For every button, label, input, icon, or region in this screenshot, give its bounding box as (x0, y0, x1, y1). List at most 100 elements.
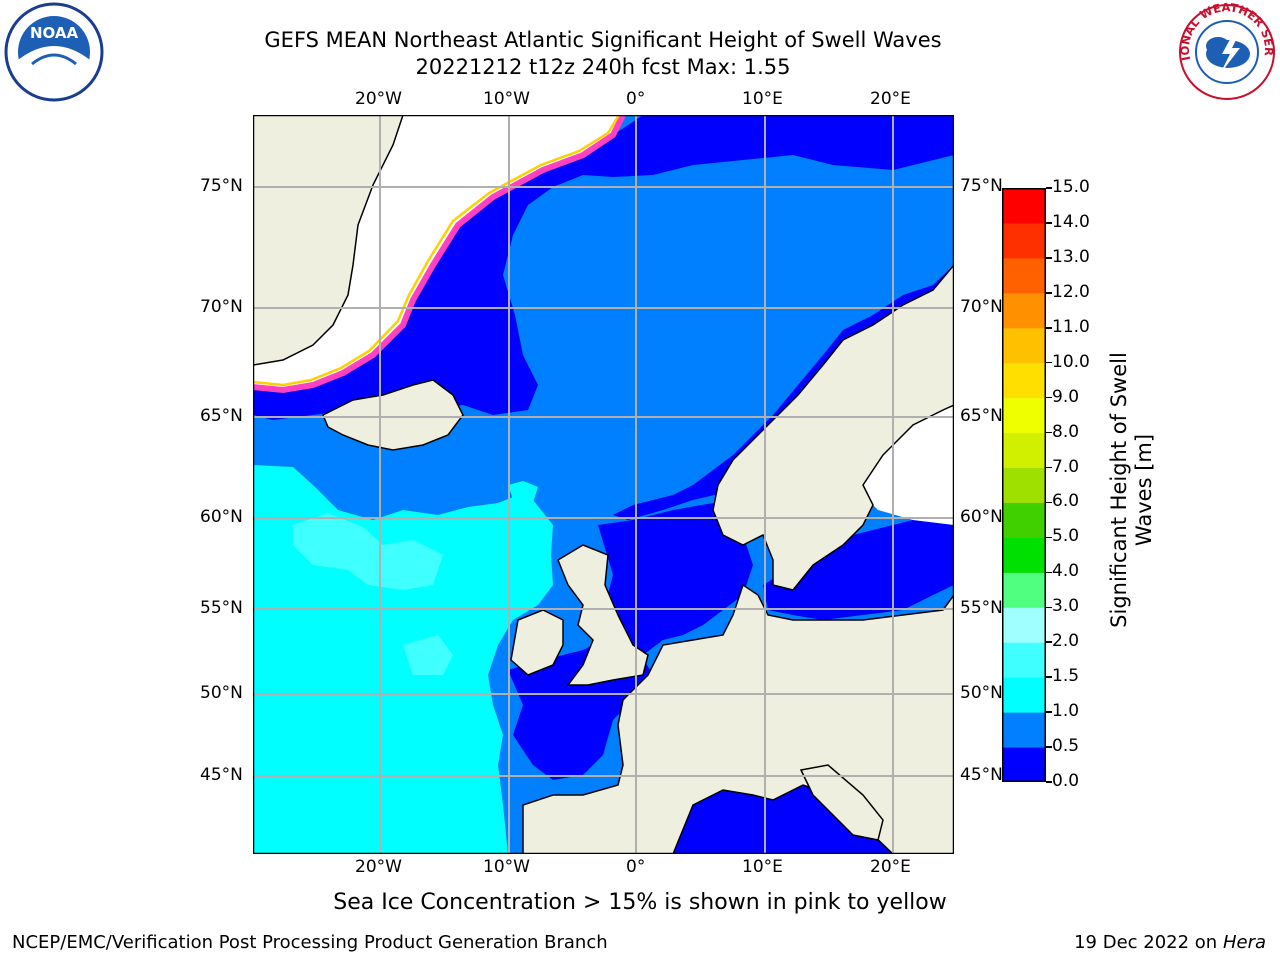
lat-label-right-60n: 60°N (960, 507, 1003, 527)
colorbar-tick-label: 6.0 (1052, 491, 1080, 512)
colorbar-segment (1002, 607, 1046, 643)
colorbar-tick-mark (1046, 641, 1052, 643)
lat-label-left-50n: 50°N (200, 683, 243, 703)
lon-label-top-10e: 10°E (742, 89, 783, 109)
colorbar-tick-label: 4.0 (1052, 561, 1080, 582)
colorbar-segment (1002, 747, 1046, 782)
colorbar-tick-mark (1046, 222, 1052, 224)
colorbar-tick-label: 12.0 (1052, 281, 1090, 302)
colorbar-segment (1002, 677, 1046, 713)
noaa-logo: NOAA (4, 2, 104, 102)
colorbar-tick-label: 3.0 (1052, 596, 1080, 617)
lon-label-bottom-10e: 10°E (742, 857, 783, 877)
swell-band-lightcyan-2 (403, 635, 453, 675)
colorbar-tick-label: 10.0 (1052, 351, 1090, 372)
swell-band-blue-north (253, 115, 954, 420)
nws-logo: NATIONAL WEATHER SERVICE (1176, 2, 1276, 100)
colorbar-tick-mark (1046, 536, 1052, 539)
lat-label-left-75n: 75°N (200, 176, 243, 196)
sea-ice-edge-yellow (253, 115, 621, 387)
colorbar-tick-label: 7.0 (1052, 456, 1080, 477)
sea-ice-caption: Sea Ice Concentration > 15% is shown in … (333, 890, 947, 915)
colorbar-tick-mark (1046, 327, 1052, 329)
sea-ice-edge (253, 115, 626, 394)
colorbar-tick-mark (1046, 501, 1052, 504)
colorbar-tick-label: 15.0 (1052, 177, 1090, 197)
colorbar-tick-label: 0.0 (1052, 771, 1080, 791)
swell-band-blue-baltic (763, 520, 954, 620)
colorbar-tick-mark (1046, 361, 1052, 364)
colorbar-tick-label: 13.0 (1052, 246, 1090, 267)
lon-label-top-20w: 20°W (355, 89, 402, 109)
colorbar-tick-mark (1046, 571, 1052, 574)
lat-label-right-45n: 45°N (960, 765, 1003, 785)
lat-label-right-75n: 75°N (960, 176, 1003, 196)
land-iceland (322, 379, 464, 451)
lat-label-left-60n: 60°N (200, 507, 243, 527)
colorbar-tick-mark (1046, 431, 1052, 434)
colorbar-segment (1002, 257, 1046, 294)
colorbar-tick-mark (1046, 466, 1052, 469)
lat-label-left-45n: 45°N (200, 765, 243, 785)
lon-label-bottom-0: 0° (626, 857, 646, 877)
chart-subtitle: 20221212 t12z 240h fcst Max: 1.55 (415, 55, 791, 79)
swell-band-cyan-patch (508, 481, 538, 505)
land-great-britain (557, 544, 649, 686)
colorbar-tick-label: 8.0 (1052, 421, 1080, 442)
colorbar-tick-mark (1046, 187, 1052, 189)
colorbar-tick-label: 2.0 (1052, 631, 1080, 652)
colorbar-label-text: Significant Height of Swell Waves [m] (1107, 352, 1156, 628)
colorbar-tick-label: 0.5 (1052, 736, 1080, 757)
colorbar-segment (1002, 397, 1046, 434)
lon-label-top-20e: 20°E (870, 89, 911, 109)
land-greenland (253, 115, 404, 366)
lat-label-right-55n: 55°N (960, 598, 1003, 618)
lat-label-right-65n: 65°N (960, 406, 1003, 426)
noaa-logo-text: NOAA (30, 24, 79, 42)
lat-label-right-70n: 70°N (960, 297, 1003, 317)
colorbar-tick-mark (1046, 292, 1052, 294)
colorbar-segment (1002, 327, 1046, 364)
colorbar-segment (1002, 537, 1046, 573)
colorbar-tick-mark (1046, 781, 1052, 783)
footer-date: 19 Dec 2022 on Hera (1074, 932, 1266, 953)
lon-label-bottom-20w: 20°W (355, 857, 402, 877)
swell-height-map (253, 115, 954, 854)
colorbar-tick-label: 14.0 (1052, 211, 1090, 232)
lat-label-left-65n: 65°N (200, 406, 243, 426)
colorbar-segment (1002, 292, 1046, 329)
lat-label-left-70n: 70°N (200, 297, 243, 317)
land-ireland (510, 609, 564, 676)
colorbar-segment (1002, 642, 1046, 678)
footer-branch: NCEP/EMC/Verification Post Processing Pr… (12, 932, 608, 953)
colorbar-segment (1002, 432, 1046, 469)
lon-label-top-10w: 10°W (483, 89, 530, 109)
colorbar-segment (1002, 712, 1046, 748)
colorbar-tick-mark (1046, 711, 1052, 713)
colorbar-segment (1002, 467, 1046, 503)
swell-band-lightcyan (293, 513, 443, 590)
colorbar-segment (1002, 222, 1046, 259)
lat-label-right-50n: 50°N (960, 683, 1003, 703)
colorbar-tick-mark (1046, 396, 1052, 399)
colorbar-segment (1002, 362, 1046, 399)
colorbar-tick-label: 5.0 (1052, 526, 1080, 547)
graticule (253, 115, 954, 854)
lon-label-bottom-20e: 20°E (870, 857, 911, 877)
lon-label-top-0: 0° (626, 89, 646, 109)
footer-host: Hera (1222, 932, 1266, 953)
colorbar-tick-label: 1.0 (1052, 701, 1080, 722)
lat-label-left-55n: 55°N (200, 598, 243, 618)
colorbar-tick-mark (1046, 746, 1052, 748)
chart-title: GEFS MEAN Northeast Atlantic Significant… (264, 28, 942, 52)
footer-date-text: 19 Dec 2022 on (1074, 932, 1218, 953)
colorbar-segment (1002, 502, 1046, 538)
lon-label-bottom-10w: 10°W (483, 857, 530, 877)
colorbar-tick-mark (1046, 257, 1052, 259)
colorbar-tick-mark (1046, 676, 1052, 678)
colorbar-segment (1002, 188, 1046, 224)
colorbar-tick-mark (1046, 606, 1052, 609)
colorbar-tick-label: 9.0 (1052, 386, 1080, 407)
colorbar-segment (1002, 572, 1046, 608)
colorbar-label: Significant Height of Swell Waves [m] (1102, 350, 1162, 630)
